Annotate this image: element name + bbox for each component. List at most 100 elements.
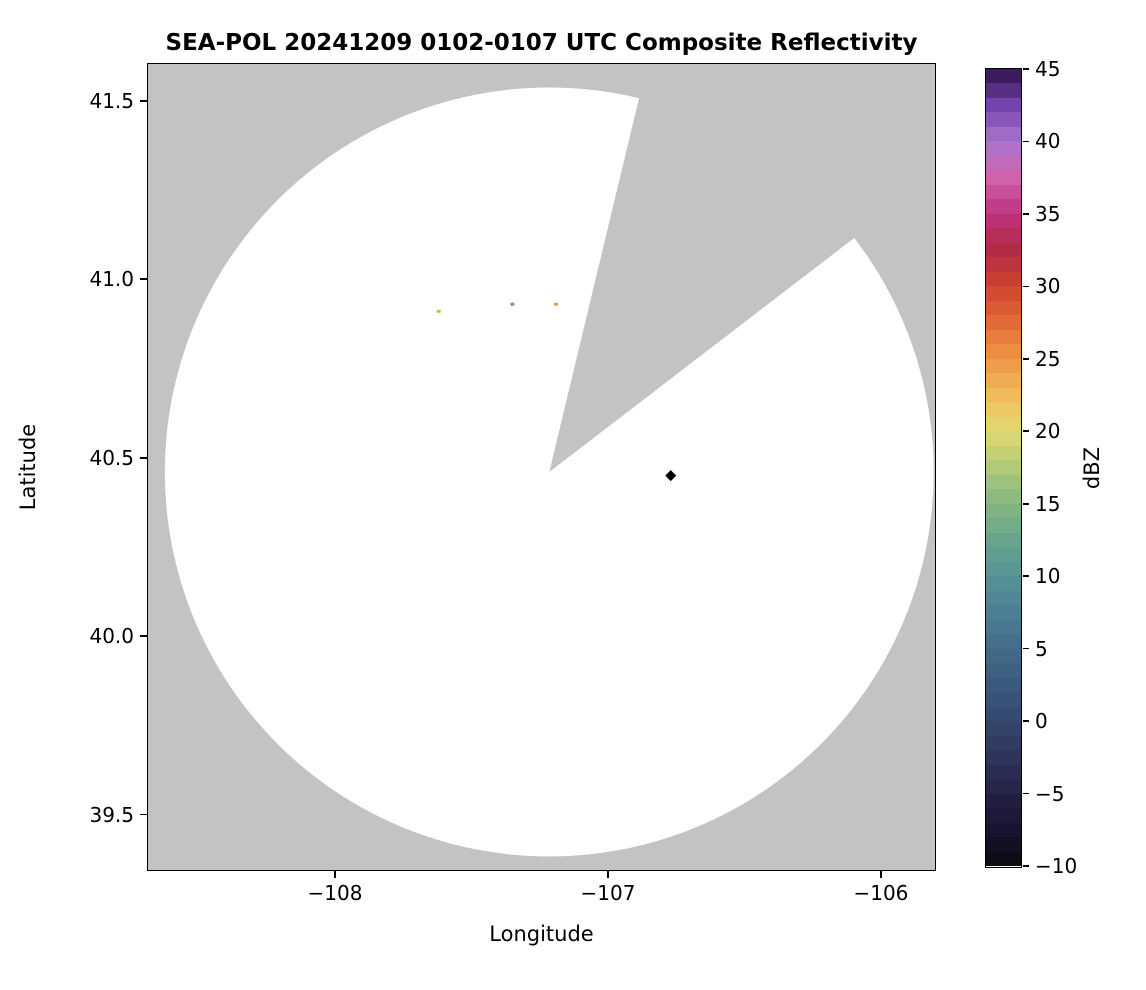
colorbar-band <box>986 605 1021 620</box>
colorbar-tick-label: 45 <box>1035 57 1061 81</box>
colorbar-band <box>986 431 1021 446</box>
colorbar-band <box>986 547 1021 562</box>
colorbar-band <box>986 475 1021 489</box>
y-axis-tick <box>140 813 147 816</box>
chart-title: SEA-POL 20241209 0102-0107 UTC Composite… <box>165 30 918 56</box>
colorbar-band <box>986 112 1021 127</box>
colorbar-band <box>986 837 1021 852</box>
x-axis-tick <box>880 871 882 878</box>
colorbar <box>985 68 1022 868</box>
colorbar-band <box>986 98 1021 112</box>
colorbar-tick <box>1023 68 1029 70</box>
colorbar-band <box>986 156 1021 170</box>
colorbar-tick-label: 35 <box>1035 201 1061 226</box>
colorbar-tick-label: 40 <box>1035 129 1061 154</box>
colorbar-band <box>986 417 1021 431</box>
echo-pixel <box>510 302 515 306</box>
colorbar-band <box>986 707 1021 721</box>
colorbar-band <box>986 794 1021 808</box>
colorbar-band <box>986 533 1021 547</box>
colorbar-tick <box>1023 865 1029 867</box>
colorbar-band <box>986 591 1021 605</box>
colorbar-tick <box>1023 720 1029 722</box>
y-axis-tick <box>140 278 147 281</box>
echo-pixel <box>554 302 559 306</box>
colorbar-band <box>986 489 1021 504</box>
colorbar-band <box>986 272 1021 286</box>
x-axis-tick-label: −106 <box>853 881 909 905</box>
colorbar-band <box>986 83 1021 98</box>
x-axis-tick <box>334 871 336 878</box>
colorbar-label: dBZ <box>1080 446 1104 490</box>
y-axis-tick-label: 40.5 <box>89 445 134 470</box>
colorbar-tick <box>1023 430 1029 433</box>
colorbar-band <box>986 779 1021 794</box>
colorbar-band <box>986 243 1021 257</box>
colorbar-band <box>986 518 1021 533</box>
colorbar-band <box>986 634 1021 649</box>
colorbar-band <box>986 373 1021 388</box>
colorbar-band <box>986 228 1021 243</box>
colorbar-tick <box>1023 358 1029 360</box>
echo-pixel <box>436 309 441 313</box>
colorbar-band <box>986 344 1021 359</box>
colorbar-band <box>986 315 1021 330</box>
x-axis-label: Longitude <box>489 922 594 946</box>
colorbar-band <box>986 69 1021 83</box>
colorbar-band <box>986 562 1021 576</box>
colorbar-band <box>986 359 1021 373</box>
colorbar-tick-label: 20 <box>1035 419 1061 444</box>
colorbar-band <box>986 286 1021 301</box>
y-axis-tick-label: 40.0 <box>89 624 134 649</box>
colorbar-band <box>986 823 1021 837</box>
colorbar-tick-label: 15 <box>1035 491 1061 516</box>
colorbar-band <box>986 214 1021 228</box>
colorbar-band <box>986 808 1021 823</box>
colorbar-tick-label: −10 <box>1035 854 1078 878</box>
colorbar-tick <box>1023 647 1029 650</box>
x-axis-tick-label: −108 <box>307 881 363 905</box>
y-axis-tick <box>140 99 147 102</box>
colorbar-band <box>986 257 1021 272</box>
colorbar-tick-label: 5 <box>1035 636 1048 661</box>
colorbar-tick-label: 10 <box>1035 564 1061 589</box>
colorbar-band <box>986 576 1021 591</box>
colorbar-tick <box>1023 285 1029 288</box>
colorbar-band <box>986 301 1021 315</box>
y-axis-tick-label: 41.0 <box>89 267 134 292</box>
colorbar-band <box>986 330 1021 344</box>
colorbar-band <box>986 141 1021 156</box>
colorbar-band <box>986 649 1021 663</box>
y-axis-tick-label: 41.5 <box>89 88 134 113</box>
colorbar-band <box>986 765 1021 779</box>
colorbar-tick-label: 25 <box>1035 346 1061 371</box>
x-axis-tick-label: −107 <box>580 881 636 905</box>
blocked-sector-wedge <box>549 64 926 472</box>
colorbar-band <box>986 750 1021 765</box>
colorbar-band <box>986 663 1021 678</box>
y-axis-tick <box>140 456 147 459</box>
colorbar-tick <box>1023 213 1029 215</box>
colorbar-tick <box>1023 140 1029 143</box>
colorbar-band <box>986 170 1021 185</box>
colorbar-band <box>986 678 1021 692</box>
colorbar-tick-label: 0 <box>1035 709 1048 734</box>
colorbar-band <box>986 185 1021 199</box>
x-axis-tick <box>607 871 609 878</box>
colorbar-band <box>986 620 1021 634</box>
colorbar-band <box>986 721 1021 736</box>
y-axis-tick-label: 39.5 <box>89 802 134 827</box>
colorbar-tick-label: −5 <box>1035 781 1065 806</box>
colorbar-tick <box>1023 502 1029 505</box>
colorbar-band <box>986 402 1021 417</box>
colorbar-band <box>986 460 1021 475</box>
plot-area <box>147 63 936 871</box>
colorbar-tick <box>1023 792 1029 795</box>
y-axis-tick <box>140 635 147 637</box>
colorbar-band <box>986 852 1021 866</box>
colorbar-band <box>986 127 1021 141</box>
site-marker-diamond <box>665 470 677 482</box>
colorbar-band <box>986 388 1021 402</box>
radar-plot-canvas <box>148 64 935 870</box>
